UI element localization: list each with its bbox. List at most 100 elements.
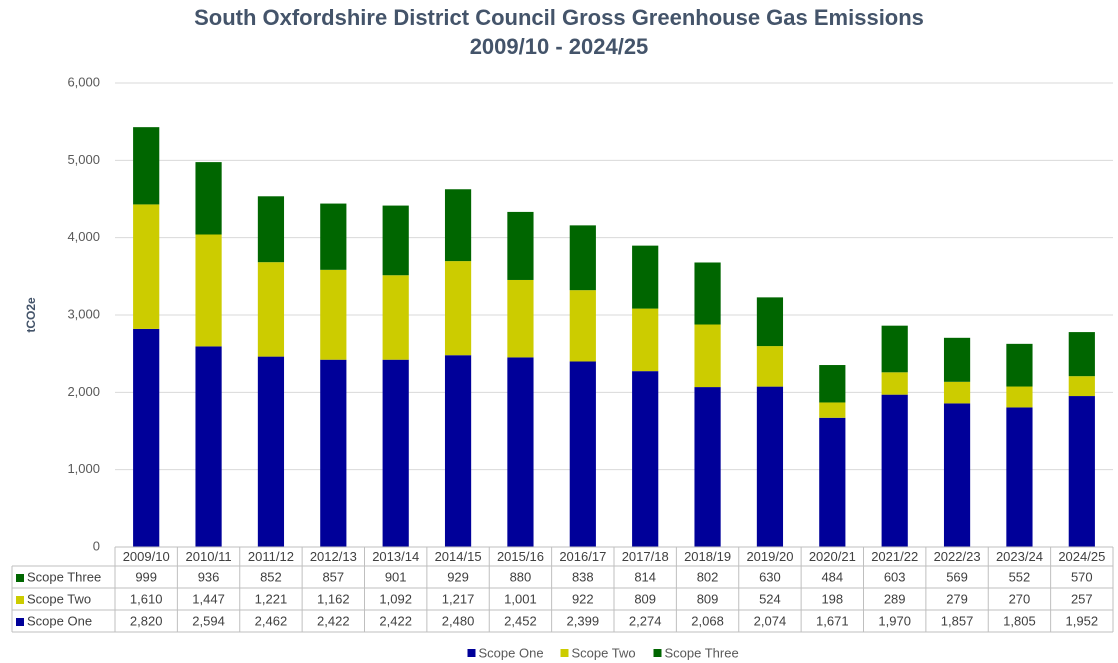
bar-segment bbox=[133, 204, 160, 329]
table-cell: 257 bbox=[1071, 591, 1093, 606]
bar-segment bbox=[756, 386, 784, 547]
table-cell: 2,422 bbox=[379, 613, 412, 628]
table-legend-key bbox=[16, 618, 24, 626]
table-cell: 809 bbox=[697, 591, 719, 606]
x-tick-label: 2017/18 bbox=[622, 549, 669, 564]
table-cell: 2,594 bbox=[192, 613, 225, 628]
x-tick-label: 2013/14 bbox=[372, 549, 419, 564]
table-cell: 922 bbox=[572, 591, 594, 606]
bar-segment bbox=[382, 359, 409, 547]
bar-segment bbox=[1006, 407, 1033, 547]
table-cell: 603 bbox=[884, 569, 906, 584]
bar-segment bbox=[943, 381, 971, 404]
legend-key bbox=[653, 649, 662, 657]
table-cell: 569 bbox=[946, 569, 968, 584]
bar-segment bbox=[943, 403, 971, 547]
bar-segment bbox=[819, 417, 846, 547]
bar-segment bbox=[382, 275, 409, 360]
bar-segment bbox=[320, 269, 347, 360]
table-legend-key bbox=[16, 574, 24, 582]
table-row-label: Scope Three bbox=[27, 569, 101, 584]
bar-segment bbox=[569, 290, 596, 362]
table-cell: 1,952 bbox=[1066, 613, 1099, 628]
table-cell: 1,001 bbox=[504, 591, 537, 606]
bar-segment bbox=[881, 394, 908, 547]
bar-segment bbox=[195, 234, 222, 347]
bar-segment bbox=[507, 279, 534, 358]
table-cell: 1,092 bbox=[379, 591, 412, 606]
bar-segment bbox=[756, 297, 784, 347]
bar-segment bbox=[1006, 386, 1033, 408]
table-cell: 999 bbox=[135, 569, 157, 584]
table-cell: 814 bbox=[634, 569, 656, 584]
bar-segment bbox=[881, 325, 908, 373]
table-cell: 1,162 bbox=[317, 591, 350, 606]
table-cell: 936 bbox=[198, 569, 220, 584]
bar-segment bbox=[444, 189, 472, 262]
table-cell: 552 bbox=[1009, 569, 1031, 584]
bar-segment bbox=[507, 357, 534, 547]
bar-segment bbox=[320, 203, 347, 270]
legend-label: Scope One bbox=[479, 645, 544, 660]
table-cell: 838 bbox=[572, 569, 594, 584]
bar-segment bbox=[320, 359, 347, 547]
table-cell: 2,452 bbox=[504, 613, 537, 628]
x-tick-label: 2012/13 bbox=[310, 549, 357, 564]
table-cell: 2,399 bbox=[567, 613, 600, 628]
bar-segment bbox=[195, 346, 222, 547]
table-cell: 570 bbox=[1071, 569, 1093, 584]
legend-label: Scope Two bbox=[572, 645, 636, 660]
bar-segment bbox=[694, 387, 721, 547]
bar-segment bbox=[257, 356, 285, 547]
bar-segment bbox=[133, 127, 160, 205]
x-tick-label: 2022/23 bbox=[934, 549, 981, 564]
bar-segment bbox=[1068, 376, 1095, 397]
table-cell: 1,610 bbox=[130, 591, 163, 606]
bar-segment bbox=[819, 365, 846, 403]
bar-segment bbox=[507, 211, 534, 280]
table-cell: 198 bbox=[821, 591, 843, 606]
bar-segment bbox=[756, 346, 784, 387]
table-cell: 1,857 bbox=[941, 613, 974, 628]
table-cell: 901 bbox=[385, 569, 407, 584]
table-cell: 1,221 bbox=[255, 591, 288, 606]
table-cell: 809 bbox=[634, 591, 656, 606]
bar-segment bbox=[257, 196, 285, 263]
bar-segment bbox=[632, 245, 659, 309]
table-cell: 2,068 bbox=[691, 613, 724, 628]
table-cell: 880 bbox=[510, 569, 532, 584]
x-tick-label: 2014/15 bbox=[435, 549, 482, 564]
x-tick-label: 2019/20 bbox=[746, 549, 793, 564]
bar-segment bbox=[632, 371, 659, 547]
table-cell: 524 bbox=[759, 591, 781, 606]
table-cell: 857 bbox=[322, 569, 344, 584]
y-tick-label: 6,000 bbox=[67, 74, 100, 89]
x-tick-label: 2021/22 bbox=[871, 549, 918, 564]
bar-segment bbox=[133, 328, 160, 547]
bar-segment bbox=[1006, 343, 1033, 387]
table-cell: 929 bbox=[447, 569, 469, 584]
table-cell: 289 bbox=[884, 591, 906, 606]
y-tick-label: 2,000 bbox=[67, 384, 100, 399]
table-row-label: Scope One bbox=[27, 613, 92, 628]
bar-segment bbox=[881, 372, 908, 395]
table-cell: 1,217 bbox=[442, 591, 475, 606]
bar-segment bbox=[632, 308, 659, 372]
y-tick-label: 3,000 bbox=[67, 306, 100, 321]
table-cell: 1,970 bbox=[878, 613, 911, 628]
bar-segment bbox=[444, 261, 472, 356]
bar-segment bbox=[819, 402, 846, 418]
y-tick-label: 1,000 bbox=[67, 461, 100, 476]
table-cell: 2,274 bbox=[629, 613, 662, 628]
x-tick-label: 2010/11 bbox=[186, 549, 232, 564]
y-axis-label: tCO2e bbox=[24, 297, 38, 333]
bar-segment bbox=[444, 355, 472, 547]
table-cell: 279 bbox=[946, 591, 968, 606]
bar-segment bbox=[694, 324, 721, 388]
table-cell: 1,447 bbox=[192, 591, 225, 606]
chart-title: South Oxfordshire District Council Gross… bbox=[194, 5, 924, 30]
bar-segment bbox=[1068, 332, 1095, 377]
table-cell: 2,480 bbox=[442, 613, 475, 628]
